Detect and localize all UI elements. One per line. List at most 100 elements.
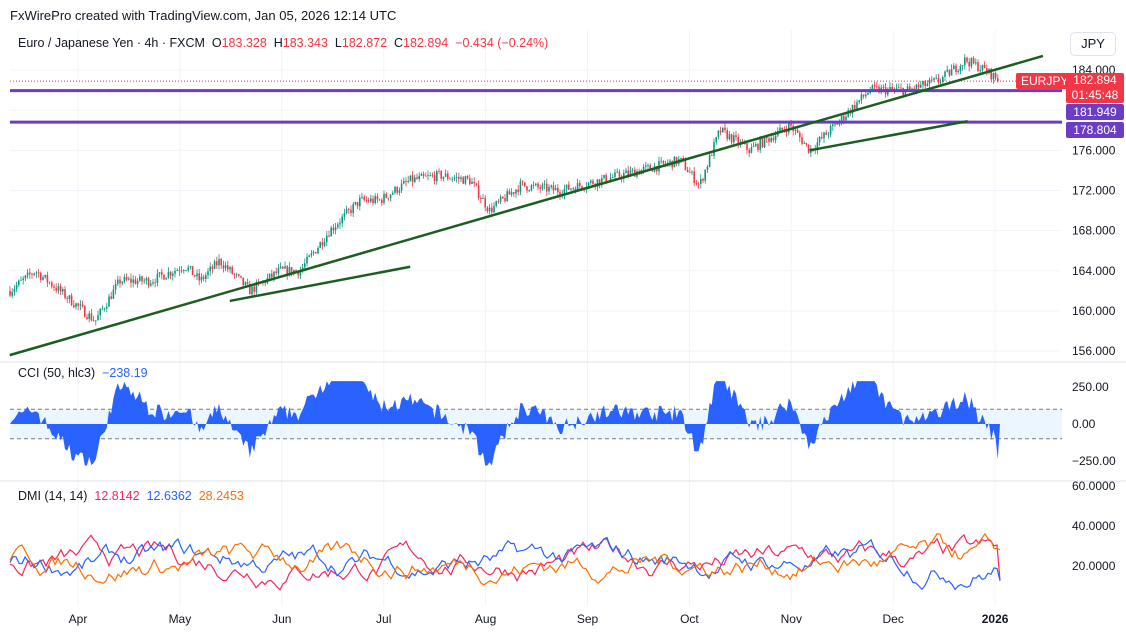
candle-body [161, 272, 163, 275]
candle-body [194, 275, 196, 277]
cci-label[interactable]: CCI (50, hlc3) [18, 366, 96, 380]
candle-body [669, 160, 671, 163]
candle-body [968, 61, 970, 67]
candle-body [172, 273, 174, 276]
candle-body [451, 178, 453, 180]
candle-body [550, 185, 552, 187]
currency-button[interactable]: JPY [1070, 32, 1116, 56]
candle-body [306, 256, 308, 264]
candle-body [398, 190, 401, 193]
adx-value: 28.2453 [198, 489, 244, 503]
dmi-label[interactable]: DMI (14, 14) [18, 489, 88, 503]
candle-body [363, 196, 365, 200]
candle-body [803, 142, 805, 144]
candle-body [521, 181, 524, 183]
candle-body [253, 286, 255, 292]
candle-body [469, 178, 471, 184]
candle-body [458, 176, 460, 179]
candle-body [693, 171, 695, 184]
candle-body [576, 183, 579, 192]
last-price-tag: 182.894 01:45:48 [1066, 73, 1124, 103]
candle-body [614, 172, 616, 178]
candle-body [297, 270, 299, 276]
candle-body [196, 273, 198, 277]
candle-body [964, 57, 966, 65]
candle-body [268, 273, 271, 278]
candle-body [343, 212, 346, 217]
candle-body [587, 182, 590, 187]
candle-body [359, 197, 361, 207]
candle-body [420, 174, 423, 176]
candle-body [117, 279, 119, 284]
candle-body [356, 202, 359, 207]
candle-body [348, 209, 350, 211]
candle-body [33, 273, 35, 275]
candle-body [59, 286, 62, 292]
candle-body [986, 68, 988, 73]
candle-body [944, 71, 946, 77]
candle-body [66, 297, 68, 299]
candle-body [229, 267, 231, 270]
candle-body [733, 135, 735, 143]
candle-body [686, 170, 689, 173]
candle-body [805, 142, 808, 145]
candle-body [233, 273, 236, 275]
candle-body [163, 274, 165, 280]
candle-body [867, 93, 869, 95]
candle-body [722, 127, 724, 133]
candle-body [779, 127, 781, 131]
candle-body [493, 205, 495, 213]
candle-body [977, 62, 979, 72]
candle-body [337, 224, 339, 228]
candle-body [156, 273, 159, 283]
candle-body [891, 86, 893, 90]
candle-body [724, 127, 726, 131]
candle-body [627, 170, 629, 175]
candle-body [332, 227, 335, 231]
candle-body [554, 187, 557, 191]
candle-body [697, 183, 700, 185]
candle-body [218, 259, 220, 266]
candle-body [832, 124, 834, 127]
candle-body [220, 259, 222, 266]
candle-body [462, 177, 464, 184]
candle-body [737, 136, 739, 145]
candle-body [13, 288, 16, 292]
candle-body [273, 271, 275, 278]
candle-body [680, 157, 682, 159]
candle-body [101, 308, 104, 310]
time-tick: 2026 [982, 612, 1009, 626]
candle-body [286, 266, 288, 276]
candle-body [180, 270, 183, 272]
candle-body [768, 138, 770, 142]
candle-body [416, 177, 418, 179]
candle-body [372, 198, 374, 203]
candle-body [178, 270, 181, 272]
candle-body [937, 77, 940, 83]
symbol-name[interactable]: Euro / Japanese Yen · 4h · FXCM [18, 36, 205, 50]
candle-body [931, 79, 933, 81]
candle-body [840, 115, 843, 122]
candle-body [994, 72, 997, 79]
open-value: 183.328 [221, 36, 267, 50]
candle-body [130, 278, 132, 283]
candle-body [444, 173, 447, 177]
candle-body [246, 282, 249, 284]
candle-body [75, 303, 77, 308]
candle-body [535, 183, 537, 185]
candle-body [345, 209, 348, 213]
candle-body [119, 279, 121, 284]
candle-body [35, 272, 38, 274]
candle-body [559, 192, 561, 196]
candle-body [455, 176, 458, 178]
last-price: 182.894 [1073, 73, 1117, 87]
candle-body [889, 86, 891, 89]
candle-body [781, 127, 783, 130]
candle-body [169, 271, 172, 276]
candle-body [205, 275, 207, 279]
time-tick: May [169, 612, 192, 626]
candle-body [508, 191, 511, 195]
candle-body [706, 166, 709, 170]
candle-body [90, 313, 93, 321]
